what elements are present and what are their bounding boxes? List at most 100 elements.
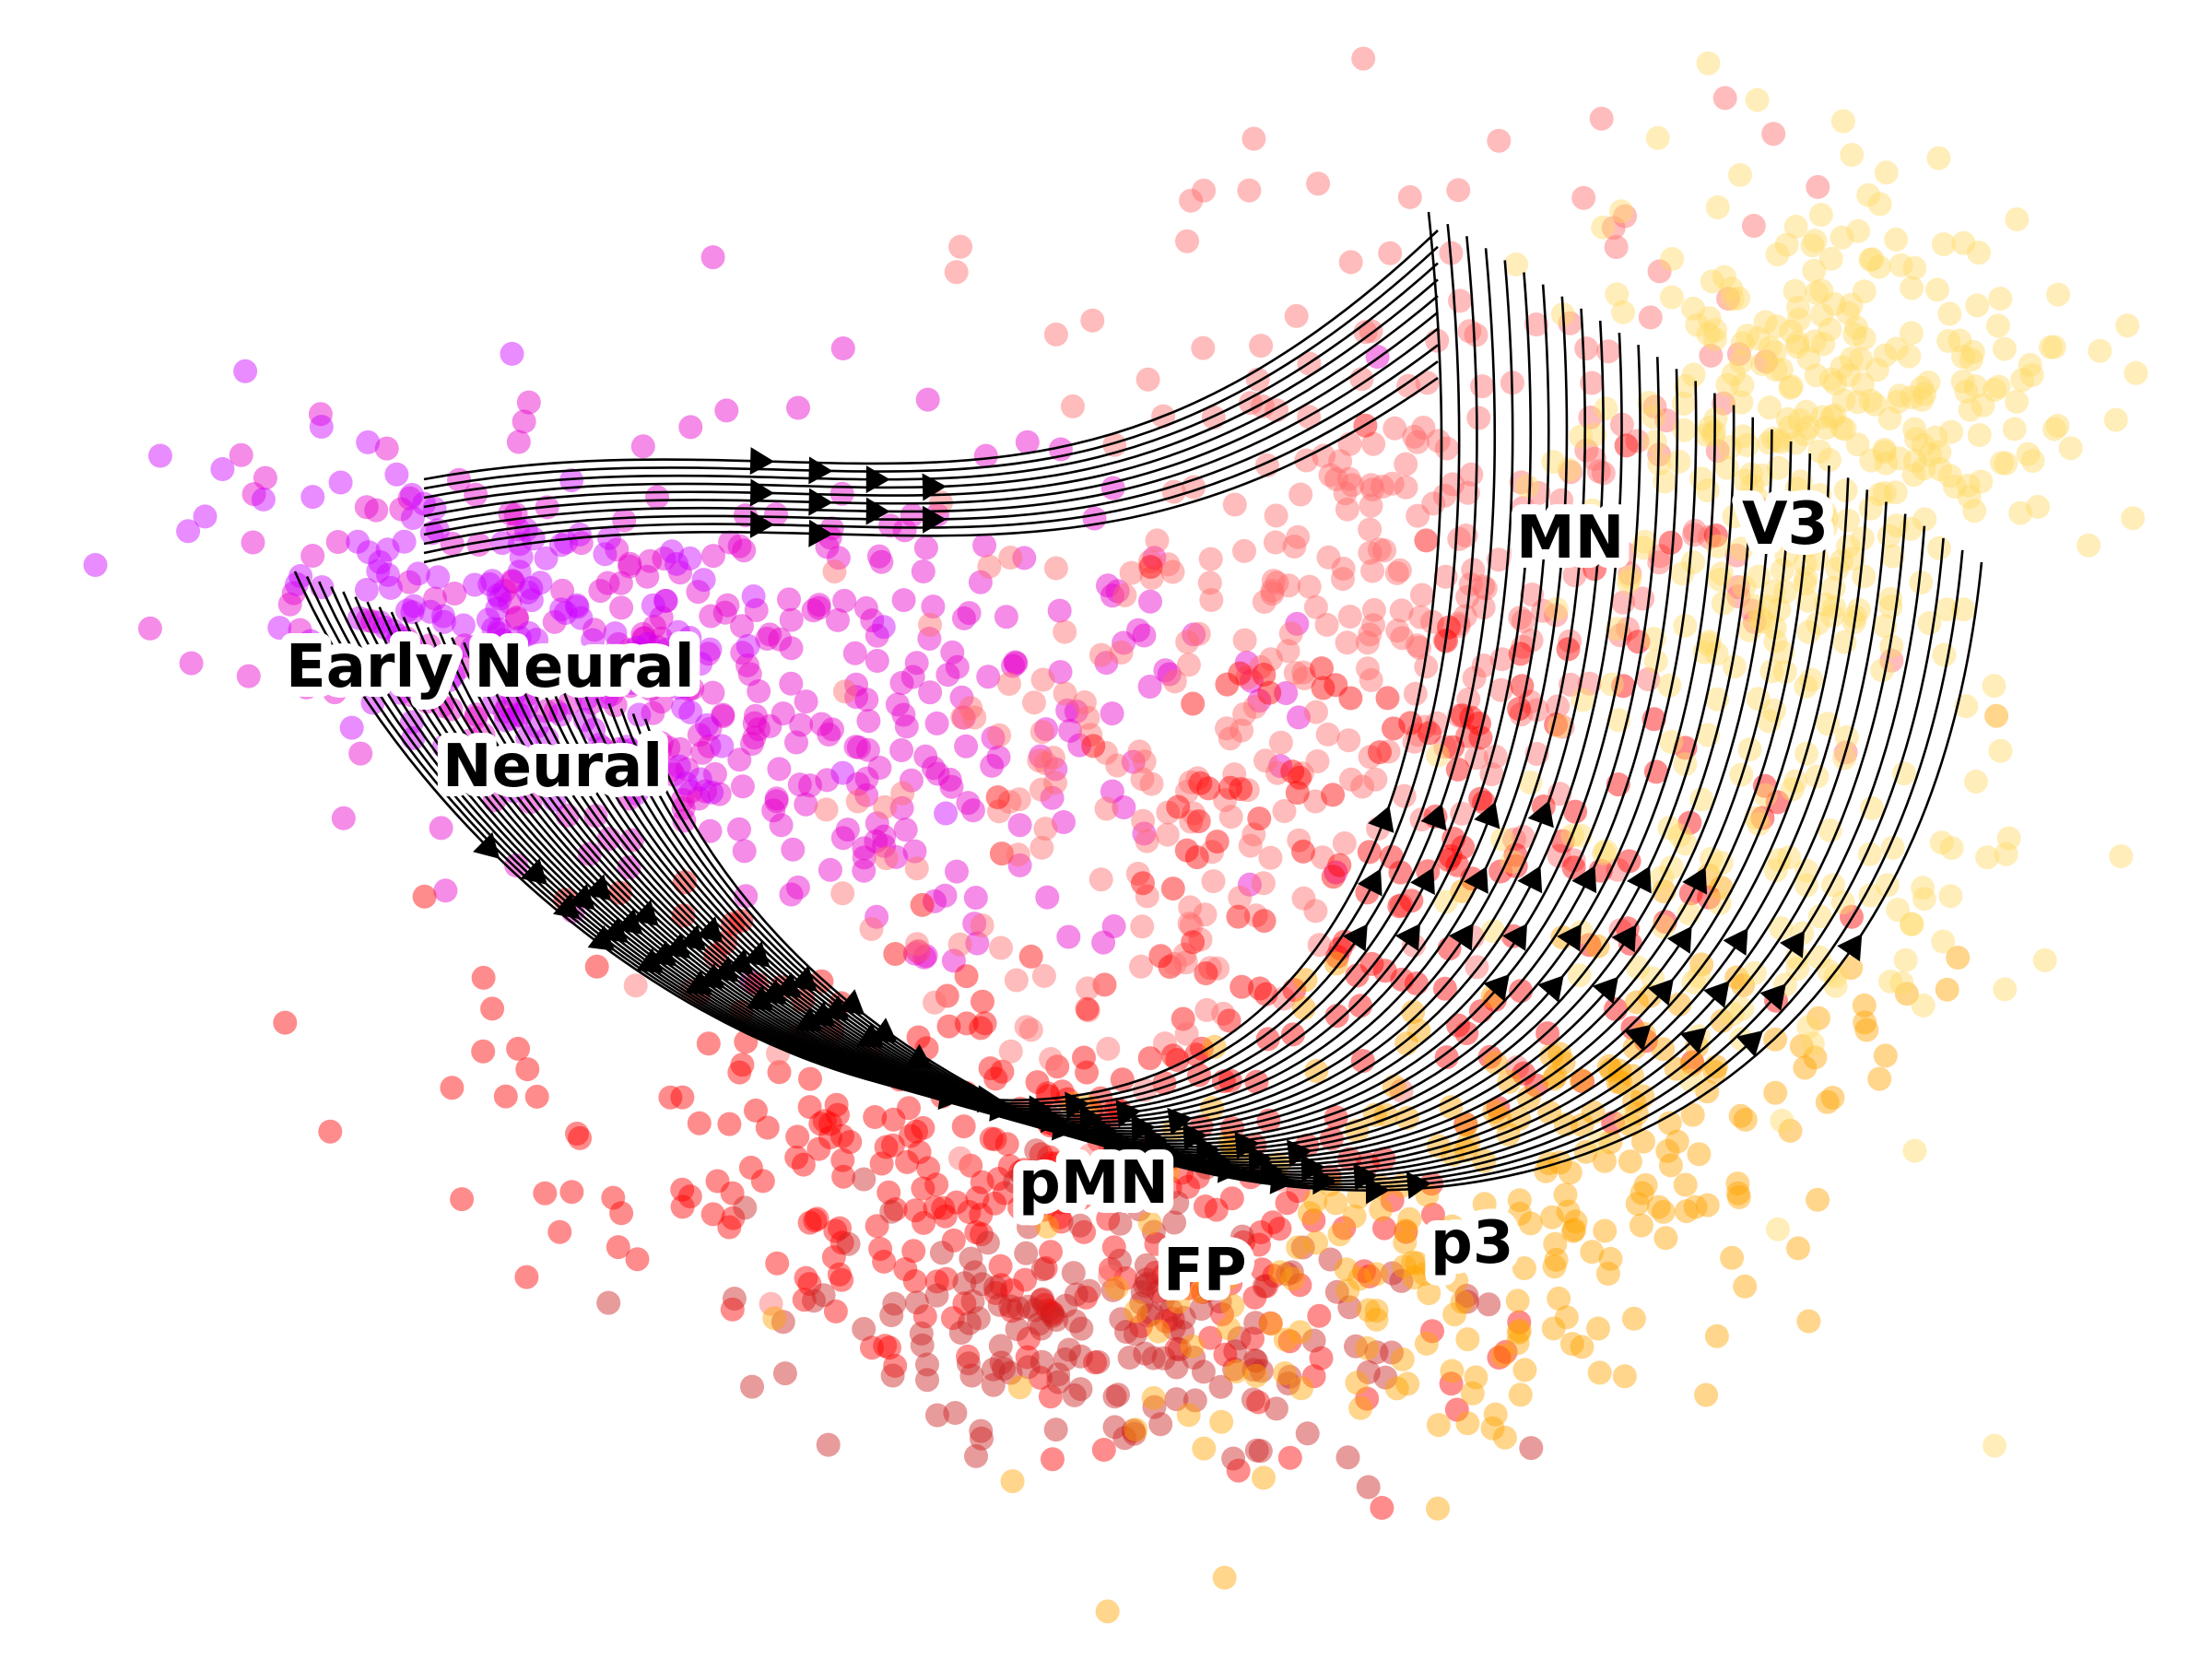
cell-point xyxy=(1553,1182,1578,1207)
cell-point xyxy=(2103,407,2128,432)
cell-point xyxy=(797,1210,822,1235)
cell-point xyxy=(1007,813,1032,838)
cell-point xyxy=(1397,184,1422,209)
cell-point xyxy=(1142,1394,1167,1419)
cell-point xyxy=(1112,582,1137,607)
cell-point xyxy=(1858,247,1883,272)
cell-point xyxy=(1030,1257,1055,1282)
cell-point xyxy=(1355,1386,1380,1411)
cell-point xyxy=(1340,473,1365,498)
cell-point xyxy=(606,631,630,656)
cell-point xyxy=(1988,287,2013,311)
cell-point xyxy=(328,470,353,495)
cell-point xyxy=(1712,86,1737,111)
cell-point xyxy=(374,436,399,461)
cell-point xyxy=(1113,1265,1138,1290)
cell-point xyxy=(828,1216,853,1241)
cell-point xyxy=(1205,830,1230,854)
cell-point xyxy=(1352,1259,1377,1284)
cell-point xyxy=(794,689,818,714)
cell-point xyxy=(952,606,976,630)
cell-point xyxy=(1456,687,1481,712)
cell-point xyxy=(952,1271,977,1296)
stream-arrowhead xyxy=(1406,1171,1432,1199)
cell-point xyxy=(1031,963,1056,988)
cell-point xyxy=(1845,432,1870,457)
cell-point xyxy=(1964,770,1988,794)
cell-point xyxy=(1100,779,1124,804)
cell-point xyxy=(1794,674,1818,699)
cell-point xyxy=(699,604,724,629)
stream-arrowhead xyxy=(649,940,677,967)
cell-point xyxy=(1293,968,1318,993)
cell-point xyxy=(1775,406,1800,431)
cell-point xyxy=(1356,656,1380,681)
cell-point xyxy=(588,579,613,604)
cell-point xyxy=(630,434,655,459)
cell-point xyxy=(998,1039,1023,1064)
cell-point xyxy=(1722,504,1747,529)
cell-point xyxy=(1450,1289,1475,1314)
cell-point xyxy=(652,547,677,571)
cell-point xyxy=(902,1269,927,1293)
cell-point xyxy=(653,588,678,613)
cell-point xyxy=(543,762,568,787)
cell-point xyxy=(1014,1176,1039,1201)
cell-point xyxy=(1683,1194,1708,1219)
cell-point xyxy=(1096,573,1120,598)
cell-point xyxy=(1072,690,1097,714)
cell-point xyxy=(1779,319,1804,344)
cell-point xyxy=(940,1306,965,1331)
cell-point xyxy=(504,606,529,631)
cell-point xyxy=(740,732,764,756)
cell-point xyxy=(982,1127,1007,1152)
cell-point xyxy=(1408,605,1433,629)
cell-point xyxy=(1206,956,1230,981)
cell-point xyxy=(1556,1199,1581,1224)
cell-point xyxy=(288,618,312,642)
cell-point xyxy=(677,677,701,701)
cell-point xyxy=(1209,1409,1234,1434)
cell-point xyxy=(1853,1010,1877,1035)
cell-point xyxy=(1854,1018,1879,1042)
cell-point xyxy=(1889,971,1914,995)
cell-point xyxy=(1356,1359,1381,1384)
cell-point xyxy=(1561,848,1586,873)
cell-point xyxy=(639,677,663,701)
cell-point xyxy=(1771,640,1795,665)
cell-point xyxy=(1095,1599,1120,1624)
cell-point xyxy=(1335,630,1359,655)
cell-point xyxy=(1083,1165,1108,1190)
cell-point xyxy=(1580,498,1605,523)
cell-point xyxy=(1860,247,1885,272)
cell-point xyxy=(1158,1175,1182,1200)
cell-point xyxy=(826,607,850,632)
cell-point xyxy=(1043,322,1068,347)
cell-point xyxy=(1280,1022,1305,1047)
cell-point xyxy=(1982,674,2006,699)
cell-point xyxy=(815,768,840,793)
cell-point xyxy=(1105,753,1130,778)
cell-point xyxy=(1618,565,1642,590)
cell-point xyxy=(885,692,910,717)
cell-point xyxy=(477,571,502,596)
cell-point xyxy=(1741,214,1766,238)
cell-point xyxy=(1562,563,1587,588)
cell-point xyxy=(821,1245,846,1270)
cell-point xyxy=(1197,1277,1222,1302)
cell-point xyxy=(1331,567,1355,592)
cell-point xyxy=(1043,757,1068,782)
cell-point xyxy=(605,537,629,562)
cell-point xyxy=(1044,1308,1069,1332)
cell-point xyxy=(549,597,574,622)
cell-point xyxy=(1720,1245,1745,1270)
cell-point xyxy=(1807,439,1832,464)
cell-point xyxy=(493,641,518,666)
label-v3: V3 xyxy=(1742,490,1829,559)
cell-point xyxy=(951,705,976,730)
cell-point xyxy=(1250,1257,1275,1282)
cell-point xyxy=(654,637,679,662)
cell-point xyxy=(1426,743,1450,768)
cell-point xyxy=(700,1202,725,1227)
cell-point xyxy=(1056,924,1081,949)
